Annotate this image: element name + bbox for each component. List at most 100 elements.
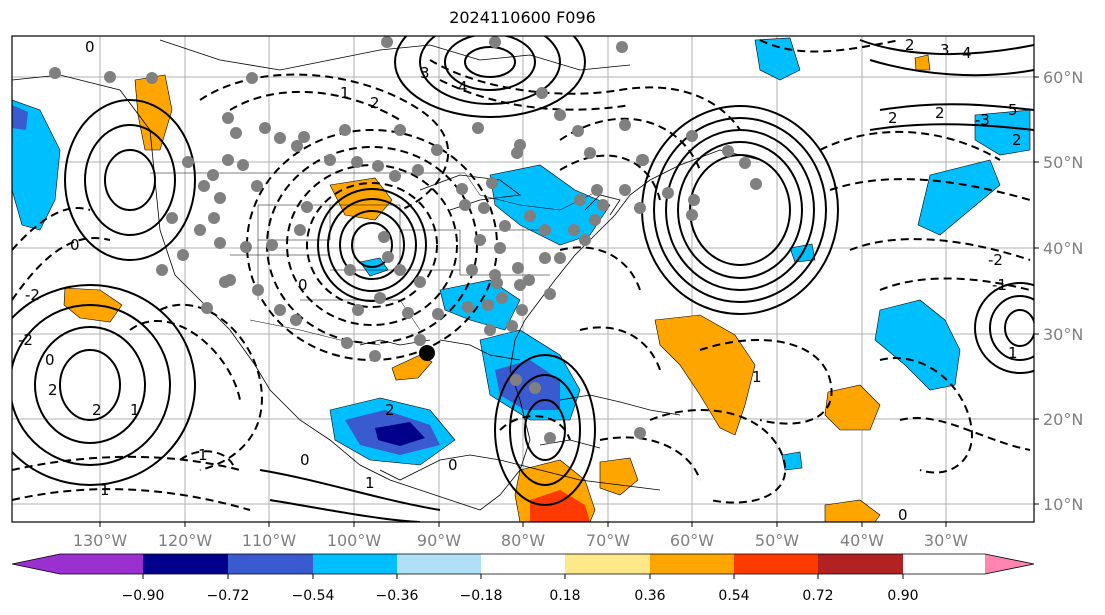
contour-label: 5 [1008, 101, 1018, 119]
station-dot [462, 301, 474, 313]
contour-label: 0 [85, 38, 95, 56]
contour-label: 4 [962, 44, 972, 62]
station-dot [198, 180, 210, 192]
colorbar-segment [60, 554, 143, 574]
station-dot [482, 299, 494, 311]
colorbar-extend-low [12, 554, 60, 574]
colorbar-labels: −0.90 −0.72 −0.54 −0.36 −0.18 0.18 0.36 … [122, 588, 919, 604]
colorbar-tick-label: −0.18 [460, 588, 503, 604]
lon-label: 80°W [501, 531, 545, 550]
station-dot [389, 170, 401, 182]
anomaly-blue-region [12, 105, 28, 130]
station-dot [722, 145, 734, 157]
station-dot [688, 194, 700, 206]
station-dot [324, 154, 336, 166]
station-dot [394, 124, 406, 136]
colorbar-segment [734, 554, 818, 574]
latitude-labels: 60°N 50°N 40°N 30°N 20°N 10°N [1043, 68, 1083, 514]
station-dot [506, 320, 518, 332]
storm-marker [419, 345, 435, 361]
lon-label: 60°W [670, 531, 714, 550]
station-dot [456, 183, 468, 195]
axis-ticks [99, 76, 1039, 527]
station-dot [512, 262, 524, 274]
station-dot [529, 382, 541, 394]
anomaly-orange-region [824, 384, 881, 431]
contour-label: 2 [1012, 131, 1022, 149]
station-dot [554, 252, 566, 264]
station-dot [382, 251, 394, 263]
contour-label: 2 [935, 104, 945, 122]
station-dot [166, 212, 178, 224]
station-dot [146, 72, 158, 84]
lon-label: 50°W [755, 531, 799, 550]
contour-label: 2 [905, 36, 915, 54]
station-dot [412, 164, 424, 176]
anomaly-blue-region [974, 109, 1031, 156]
station-dot [214, 237, 226, 249]
colorbar-ticks [142, 574, 904, 579]
station-dot [584, 147, 596, 159]
station-dot [339, 124, 351, 136]
anomaly-orange-region [914, 54, 931, 71]
contour-label: 1 [752, 368, 762, 386]
station-dot [431, 144, 443, 156]
station-dot [274, 132, 286, 144]
station-dot [489, 36, 501, 48]
station-dot [266, 239, 278, 251]
station-dot [496, 292, 508, 304]
station-dot [394, 264, 406, 276]
station-dot [240, 241, 252, 253]
station-dot [466, 264, 478, 276]
colorbar-tick-label: −0.72 [207, 588, 250, 604]
station-dot [514, 139, 526, 151]
colorbar-segment [565, 554, 650, 574]
station-dot [686, 209, 698, 221]
station-dot [634, 202, 646, 214]
station-dot [536, 87, 548, 99]
anomaly-blue-region [375, 422, 425, 446]
colorbar-tick-label: 0.36 [634, 588, 665, 604]
coastlines [12, 39, 761, 511]
station-dot [49, 67, 61, 79]
station-dot [341, 337, 353, 349]
map-content: 0 2 4 3 1 0 -2 -2 0 2 2 1 1 0 1 1 0 2 0 … [12, 36, 1034, 522]
colorbar-tick-label: 0.18 [549, 588, 580, 604]
contour-label: 3 [420, 64, 430, 82]
station-dot [351, 156, 363, 168]
station-dot [182, 156, 194, 168]
station-dot [539, 224, 551, 236]
station-dot [177, 249, 189, 261]
contour-label: -3 [975, 111, 990, 129]
station-dot [579, 234, 591, 246]
contour-labels: 0 2 4 3 1 0 -2 -2 0 2 2 1 1 0 1 1 0 2 0 … [18, 36, 1022, 522]
station-dot [298, 131, 310, 143]
lon-label: 100°W [327, 531, 382, 550]
station-dot [219, 276, 231, 288]
station-dot [472, 122, 484, 134]
station-dot [237, 159, 249, 171]
station-dot [523, 274, 535, 286]
station-dot [402, 307, 414, 319]
colorbar-tick-label: 0.90 [887, 588, 918, 604]
station-dot [207, 169, 219, 181]
station-dot [378, 231, 390, 243]
station-dot [568, 224, 580, 236]
station-dot [524, 210, 536, 222]
station-dot [259, 122, 271, 134]
station-dot [432, 308, 444, 320]
colorbar-segment [228, 554, 313, 574]
station-dot [372, 160, 384, 172]
station-dot [459, 199, 471, 211]
colorbar-segment [313, 554, 397, 574]
colorbar-tick-label: −0.54 [292, 588, 335, 604]
map-title: 2024110600 F096 [449, 8, 596, 27]
colorbar-tick-label: 0.54 [718, 588, 749, 604]
station-dot [544, 432, 556, 444]
station-dot [474, 234, 486, 246]
station-dot [222, 112, 234, 124]
longitude-labels: 130°W 120°W 110°W 100°W 90°W 80°W 70°W 6… [73, 531, 968, 550]
station-dot [344, 264, 356, 276]
colorbar-segment [397, 554, 481, 574]
